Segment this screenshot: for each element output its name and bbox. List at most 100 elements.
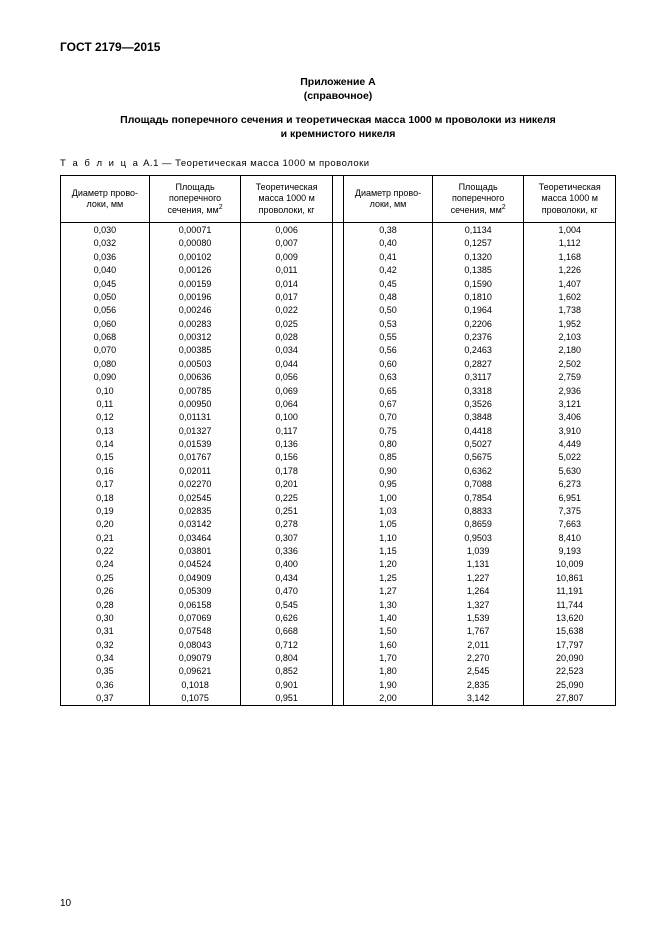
table-cell: 0,6362: [432, 464, 524, 477]
table-cell: 0,5027: [432, 437, 524, 450]
table-row: 0,0680,003120,0280,550,23762,103: [61, 330, 616, 343]
table-cell: 0,1385: [432, 264, 524, 277]
table-cell: 0,09621: [149, 665, 241, 678]
table-cell: 0,307: [241, 531, 333, 544]
table-row: 0,0900,006360,0560,630,31172,759: [61, 371, 616, 384]
table-cell: 0,00080: [149, 237, 241, 250]
table-cell: 1,40: [344, 611, 433, 624]
table-cell: 0,00312: [149, 330, 241, 343]
table-cell: 0,668: [241, 625, 333, 638]
table-cell: 0,00126: [149, 264, 241, 277]
table-cell: 0,50: [344, 304, 433, 317]
col-header-diameter-right: Диаметр прово-локи, мм: [344, 175, 433, 223]
table-cell: 10,009: [524, 558, 616, 571]
table-cell: 0,2376: [432, 330, 524, 343]
table-cell: 0,009: [241, 250, 333, 263]
table-caption: Т а б л и ц а А.1 — Теоретическая масса …: [60, 158, 616, 169]
col-header-diameter-left: Диаметр прово-локи, мм: [61, 175, 150, 223]
table-cell: 0,3318: [432, 384, 524, 397]
table-cell: 1,539: [432, 611, 524, 624]
table-row: 0,100,007850,0690,650,33182,936: [61, 384, 616, 397]
table-cell: 0,7854: [432, 491, 524, 504]
table-cell: 1,10: [344, 531, 433, 544]
table-cell: 0,025: [241, 317, 333, 330]
column-divider: [332, 290, 343, 303]
table-cell: 0,37: [61, 692, 150, 706]
table-cell: 2,759: [524, 371, 616, 384]
table-cell: 0,9503: [432, 531, 524, 544]
table-cell: 0,156: [241, 451, 333, 464]
table-cell: 0,064: [241, 397, 333, 410]
table-cell: 0,251: [241, 504, 333, 517]
table-cell: 0,336: [241, 544, 333, 557]
page-number: 10: [60, 898, 71, 909]
table-row: 0,310,075480,6681,501,76715,638: [61, 625, 616, 638]
table-cell: 0,00246: [149, 304, 241, 317]
table-cell: 1,05: [344, 518, 433, 531]
table-cell: 0,045: [61, 277, 150, 290]
table-cell: 22,523: [524, 665, 616, 678]
table-row: 0,120,011310,1000,700,38483,406: [61, 411, 616, 424]
table-row: 0,150,017670,1560,850,56755,022: [61, 451, 616, 464]
table-cell: 0,00950: [149, 397, 241, 410]
table-row: 0,0320,000800,0070,400,12571,112: [61, 237, 616, 250]
table-cell: 1,738: [524, 304, 616, 317]
table-row: 0,260,053090,4701,271,26411,191: [61, 585, 616, 598]
table-cell: 0,30: [61, 611, 150, 624]
table-cell: 1,168: [524, 250, 616, 263]
table-cell: 1,50: [344, 625, 433, 638]
table-cell: 2,270: [432, 651, 524, 664]
table-cell: 0,07069: [149, 611, 241, 624]
table-cell: 2,180: [524, 344, 616, 357]
table-cell: 0,117: [241, 424, 333, 437]
table-header: Диаметр прово-локи, мм Площадьпоперечног…: [61, 175, 616, 223]
table-caption-rest: А.1 — Теоретическая масса 1000 м проволо…: [140, 158, 370, 169]
column-divider: [332, 638, 343, 651]
table-cell: 1,227: [432, 571, 524, 584]
table-row: 0,130,013270,1170,750,44183,910: [61, 424, 616, 437]
table-cell: 11,191: [524, 585, 616, 598]
table-cell: 6,273: [524, 478, 616, 491]
table-cell: 0,48: [344, 290, 433, 303]
table-cell: 0,022: [241, 304, 333, 317]
table-cell: 0,626: [241, 611, 333, 624]
column-divider: [332, 437, 343, 450]
table-row: 0,0400,001260,0110,420,13851,226: [61, 264, 616, 277]
table-cell: 0,060: [61, 317, 150, 330]
table-cell: 0,00071: [149, 223, 241, 237]
table-cell: 0,2827: [432, 357, 524, 370]
table-row: 0,320,080430,7121,602,01117,797: [61, 638, 616, 651]
table-cell: 0,201: [241, 478, 333, 491]
table-cell: 2,835: [432, 678, 524, 691]
table-row: 0,200,031420,2781,050,86597,663: [61, 518, 616, 531]
table-cell: 0,01767: [149, 451, 241, 464]
table-cell: 0,278: [241, 518, 333, 531]
table-cell: 0,090: [61, 371, 150, 384]
column-divider: [332, 330, 343, 343]
table-cell: 0,901: [241, 678, 333, 691]
table-cell: 0,030: [61, 223, 150, 237]
table-cell: 0,42: [344, 264, 433, 277]
table-cell: 0,225: [241, 491, 333, 504]
col-header-text: Теоретическаямасса 1000 мпроволоки, кг: [539, 182, 601, 215]
table-cell: 2,936: [524, 384, 616, 397]
table-cell: 0,00283: [149, 317, 241, 330]
table-cell: 0,31: [61, 625, 150, 638]
column-divider: [332, 464, 343, 477]
table-cell: 0,017: [241, 290, 333, 303]
column-divider: [332, 491, 343, 504]
table-cell: 2,502: [524, 357, 616, 370]
table-cell: 0,65: [344, 384, 433, 397]
table-cell: 4,449: [524, 437, 616, 450]
table-cell: 5,630: [524, 464, 616, 477]
column-divider: [332, 504, 343, 517]
table-cell: 0,01327: [149, 424, 241, 437]
table-cell: 0,03464: [149, 531, 241, 544]
column-divider: [332, 478, 343, 491]
table-row: 0,0560,002460,0220,500,19641,738: [61, 304, 616, 317]
table-cell: 0,22: [61, 544, 150, 557]
table-cell: 0,070: [61, 344, 150, 357]
table-cell: 0,080: [61, 357, 150, 370]
table-cell: 0,75: [344, 424, 433, 437]
column-divider: [332, 264, 343, 277]
